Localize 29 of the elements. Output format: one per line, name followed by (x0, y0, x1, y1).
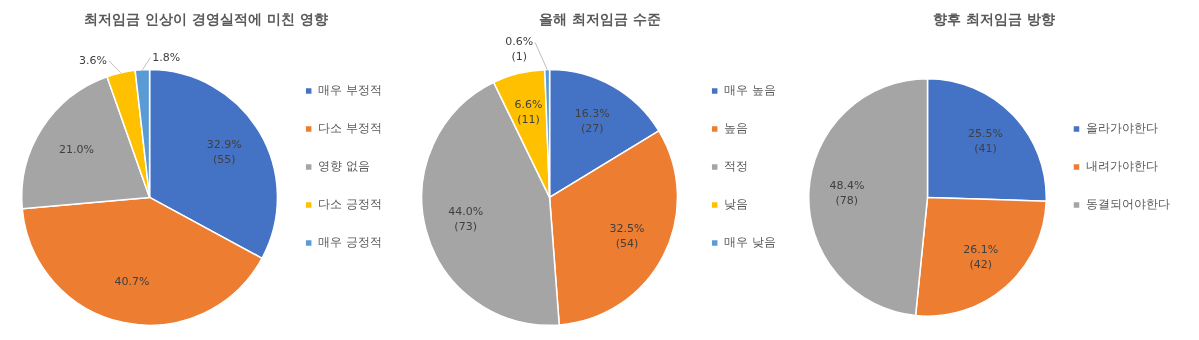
legend-label: 내려가야한다 (1086, 159, 1158, 174)
legend-label: 높음 (724, 121, 749, 136)
data-label: 25.5% (41) (968, 126, 1003, 155)
legend-label: 영향 없음 (318, 159, 371, 174)
chart-title: 최저임금 인상이 경영실적에 미친 영향 (84, 11, 328, 28)
data-label: 6.6% (11) (514, 98, 543, 127)
data-label: 32.9% (55) (206, 138, 242, 167)
legend-label: 매우 긍정적 (318, 235, 383, 250)
legend-label: 낮음 (724, 197, 749, 212)
legend-label: 매우 낮음 (724, 235, 777, 250)
data-label: 1.8% (152, 50, 181, 64)
legend-label: 다소 부정적 (318, 121, 383, 136)
legend-label: 매우 높음 (724, 83, 777, 98)
chart-title: 올해 최저임금 수준 (539, 11, 661, 28)
legend-label: 적정 (724, 159, 749, 174)
data-label: 0.6% (1) (505, 34, 534, 63)
data-label: 3.6% (78, 53, 107, 67)
data-label: 48.4% (78) (829, 178, 865, 207)
data-label: 26.1% (42) (963, 243, 999, 272)
legend-label: 동결되어야한다 (1086, 197, 1170, 212)
data-label: 16.3% (27) (574, 106, 610, 135)
data-label: 40.7% (114, 275, 150, 289)
data-label: 32.5% (54) (609, 222, 645, 251)
chart-title: 향후 최저임금 방향 (933, 11, 1055, 28)
legend-label: 다소 긍정적 (318, 197, 383, 212)
legend-label: 매우 부정적 (318, 83, 383, 98)
data-label: 44.0% (73) (448, 205, 484, 234)
legend-label: 올라가야한다 (1086, 121, 1158, 136)
data-label: 21.0% (59, 143, 94, 157)
